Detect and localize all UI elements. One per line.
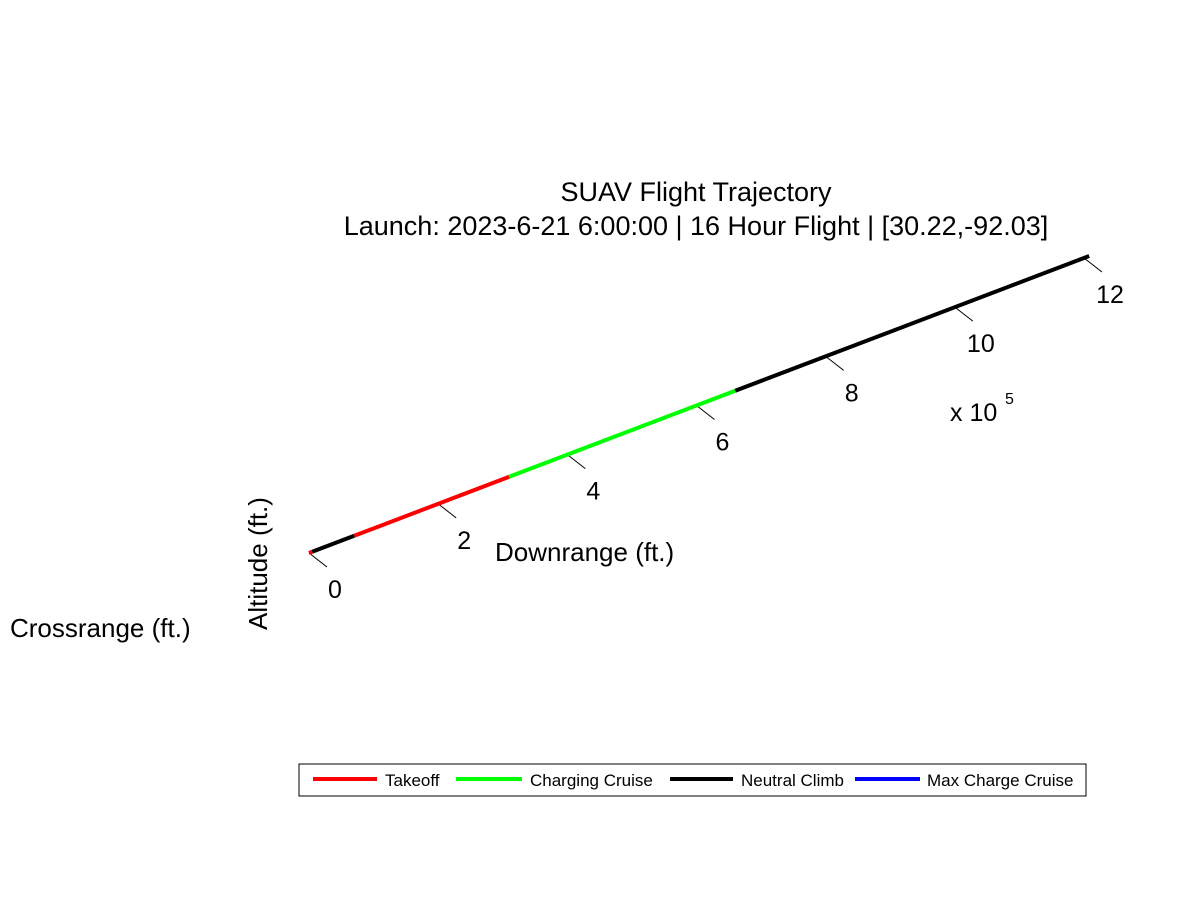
downrange-tick-0 (308, 552, 328, 568)
downrange-axis-label: Downrange (ft.) (495, 537, 674, 567)
downrange-tick-label-0: 0 (328, 576, 342, 604)
downrange-tick-label-1: 2 (457, 527, 471, 555)
chart-subtitle: Launch: 2023-6-21 6:00:00 | 16 Hour Flig… (344, 211, 1049, 241)
trajectory-segment-0-0 (308, 549, 313, 555)
downrange-tick-4 (825, 355, 844, 371)
downrange-tick-5 (954, 306, 974, 322)
downrange-tick-2 (567, 454, 586, 470)
downrange-tick-label-4: 8 (845, 379, 859, 407)
altitude-axis-label: Altitude (ft.) (243, 497, 273, 630)
legend-label-0: Takeoff (385, 771, 440, 790)
chart-title: SUAV Flight Trajectory (560, 177, 832, 207)
legend: Takeoff Charging Cruise Neutral Climb Max C… (298, 763, 1087, 797)
axis-multiplier: x 10 5 (950, 391, 1014, 427)
axis-multiplier-base: x 10 (950, 399, 997, 427)
downrange-tick-1 (437, 503, 457, 519)
trajectory-segment-2-1 (734, 254, 1090, 393)
downrange-tick-label-6: 12 (1096, 281, 1124, 309)
downrange-tick-label-5: 10 (967, 330, 995, 358)
trajectory-segment-1-0 (508, 388, 736, 479)
trajectory-segment-0-1 (353, 474, 510, 538)
downrange-axis-ticks: 0 2 4 6 8 10 12 (308, 257, 1124, 604)
downrange-tick-3 (696, 405, 715, 420)
downrange-tick-label-3: 6 (716, 429, 730, 457)
downrange-tick-label-2: 4 (586, 478, 600, 506)
trajectory-lines (308, 254, 1090, 555)
legend-label-2: Neutral Climb (741, 771, 844, 790)
legend-label-3: Max Charge Cruise (927, 771, 1073, 790)
legend-label-1: Charging Cruise (530, 771, 653, 790)
axis-multiplier-exponent: 5 (1005, 391, 1014, 408)
crossrange-axis-label: Crossrange (ft.) (10, 613, 191, 643)
trajectory-segment-2-0 (311, 533, 355, 554)
downrange-tick-6 (1083, 257, 1103, 273)
